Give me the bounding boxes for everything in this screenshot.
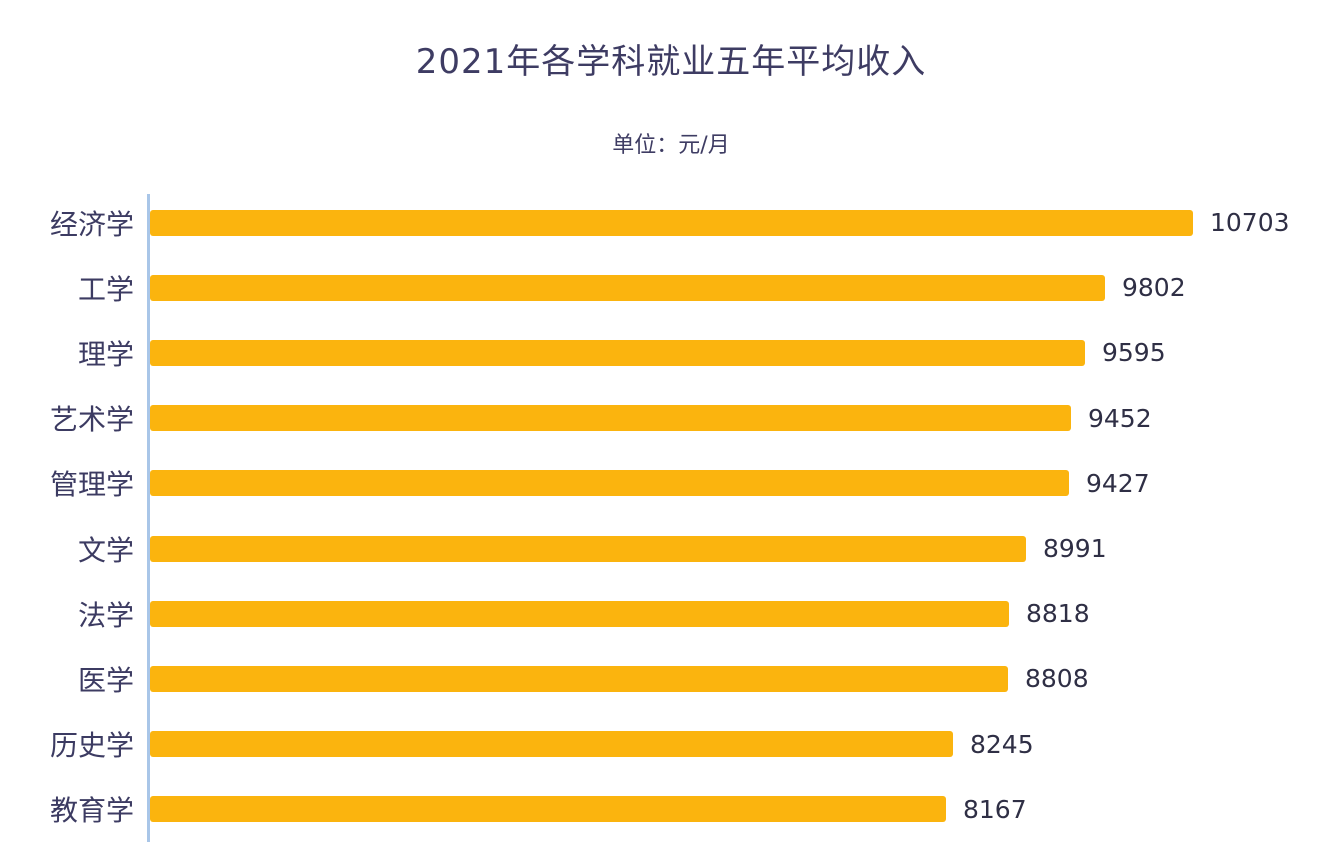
value-label: 9595 [1102,338,1166,368]
category-label: 历史学 [49,729,134,763]
bar-track: 8991 [150,534,1342,563]
bar [150,209,1193,236]
category-label: 艺术学 [49,403,134,437]
bar [150,274,1105,301]
bar-row: 管理学 9427 [0,451,1342,515]
bar-track: 9595 [150,338,1342,367]
category-label: 经济学 [49,207,134,241]
bar-rows: 经济学 10703 工学 9802 理学 9595 艺术学 9452 管理学 9427 文学 8991… [0,190,1342,842]
bar-row: 教育学 8167 [0,777,1342,841]
bar-track: 9427 [150,469,1342,498]
bar-row: 法学 8818 [0,582,1342,646]
value-label: 9452 [1088,403,1152,433]
chart-subtitle: 单位：元/月 [612,133,730,158]
category-label: 医学 [77,663,134,697]
category-label: 管理学 [49,468,134,502]
bar [150,731,953,758]
bar-row: 经济学 10703 [0,191,1342,255]
bar-row: 理学 9595 [0,321,1342,385]
bar [150,405,1071,432]
y-axis-line [147,194,150,842]
bar-track: 8818 [150,599,1342,628]
bar-track: 10703 [150,208,1342,237]
bar [150,535,1026,562]
bar-track: 9802 [150,273,1342,302]
bar [150,470,1069,497]
category-label: 工学 [77,272,134,306]
value-label: 8167 [963,794,1027,824]
bar-row: 医学 8808 [0,647,1342,711]
value-label: 8818 [1026,599,1090,629]
chart-title: 2021年各学科就业五年平均收入 [415,42,927,82]
value-label: 10703 [1210,208,1290,238]
bar-track: 8245 [150,730,1342,759]
category-label: 文学 [77,533,134,567]
bar-row: 工学 9802 [0,256,1342,320]
bar [150,339,1085,366]
plot-area: 经济学 10703 工学 9802 理学 9595 艺术学 9452 管理学 9427 文学 8991… [0,190,1342,842]
category-label: 理学 [77,337,134,371]
value-label: 8991 [1043,534,1107,564]
bar-row: 艺术学 9452 [0,386,1342,450]
bar-row: 文学 8991 [0,517,1342,581]
bar [150,600,1009,627]
bar-track: 9452 [150,404,1342,433]
value-label: 8245 [970,729,1034,759]
bar-track: 8167 [150,795,1342,824]
bar-track: 8808 [150,664,1342,693]
bar [150,665,1008,692]
category-label: 法学 [77,598,134,632]
bar [150,796,946,823]
value-label: 8808 [1025,664,1089,694]
bar-row: 历史学 8245 [0,712,1342,776]
value-label: 9802 [1122,273,1186,303]
category-label: 教育学 [49,794,134,828]
value-label: 9427 [1086,468,1150,498]
